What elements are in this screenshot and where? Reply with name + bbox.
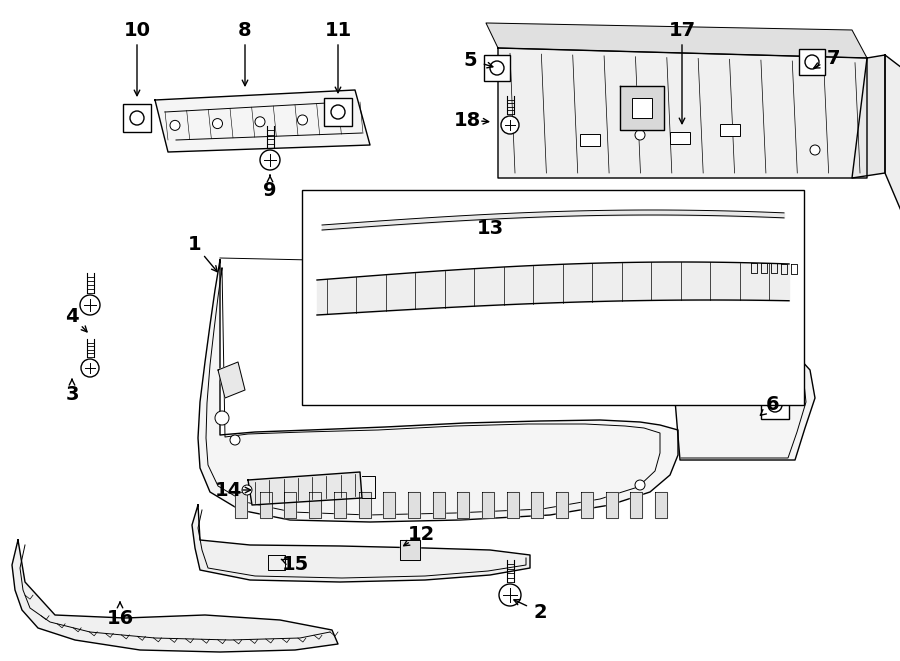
Text: 6: 6 xyxy=(766,395,779,414)
Bar xyxy=(632,98,652,118)
Bar xyxy=(484,55,510,81)
Circle shape xyxy=(212,118,222,129)
Polygon shape xyxy=(260,492,272,518)
Polygon shape xyxy=(507,492,518,518)
Polygon shape xyxy=(12,540,338,652)
Polygon shape xyxy=(334,492,346,518)
Bar xyxy=(324,98,352,126)
Circle shape xyxy=(810,145,820,155)
Polygon shape xyxy=(400,540,420,560)
Circle shape xyxy=(81,359,99,377)
Polygon shape xyxy=(852,55,885,178)
Text: 17: 17 xyxy=(669,20,696,40)
Bar xyxy=(720,124,740,136)
Circle shape xyxy=(635,130,645,140)
Polygon shape xyxy=(630,492,643,518)
Circle shape xyxy=(230,435,240,445)
Text: 3: 3 xyxy=(65,385,79,405)
Bar xyxy=(670,132,690,144)
Circle shape xyxy=(170,120,180,130)
Circle shape xyxy=(298,115,308,125)
Text: 14: 14 xyxy=(214,481,241,500)
Bar xyxy=(799,49,825,75)
Polygon shape xyxy=(532,492,544,518)
Circle shape xyxy=(260,150,280,170)
Text: 8: 8 xyxy=(238,20,252,40)
Text: 12: 12 xyxy=(408,525,435,545)
Polygon shape xyxy=(192,505,530,582)
Polygon shape xyxy=(284,492,296,518)
Bar xyxy=(761,391,789,419)
Polygon shape xyxy=(482,492,494,518)
Polygon shape xyxy=(486,23,867,58)
Polygon shape xyxy=(457,492,470,518)
Circle shape xyxy=(501,116,519,134)
Text: 7: 7 xyxy=(826,48,840,67)
Text: 9: 9 xyxy=(263,180,277,200)
Bar xyxy=(123,104,151,132)
Polygon shape xyxy=(408,492,420,518)
Polygon shape xyxy=(620,86,664,130)
Text: 13: 13 xyxy=(476,219,504,237)
Circle shape xyxy=(340,113,350,123)
Text: 15: 15 xyxy=(282,555,309,574)
Circle shape xyxy=(490,61,504,75)
Circle shape xyxy=(255,117,265,127)
Text: 11: 11 xyxy=(324,20,352,40)
Text: 18: 18 xyxy=(454,110,481,130)
Polygon shape xyxy=(498,48,867,178)
Circle shape xyxy=(805,55,819,69)
Circle shape xyxy=(215,411,229,425)
Polygon shape xyxy=(556,492,568,518)
Circle shape xyxy=(768,398,782,412)
Circle shape xyxy=(242,485,252,495)
Polygon shape xyxy=(309,492,321,518)
Polygon shape xyxy=(580,492,593,518)
Circle shape xyxy=(331,105,345,119)
Circle shape xyxy=(80,295,100,315)
Text: 2: 2 xyxy=(533,602,547,621)
Polygon shape xyxy=(248,472,362,505)
Text: 1: 1 xyxy=(188,235,202,254)
Polygon shape xyxy=(433,492,445,518)
Text: 5: 5 xyxy=(464,50,477,69)
Circle shape xyxy=(499,584,521,606)
Polygon shape xyxy=(885,55,900,213)
Polygon shape xyxy=(358,492,371,518)
Circle shape xyxy=(130,111,144,125)
Bar xyxy=(302,190,804,405)
Polygon shape xyxy=(606,492,617,518)
Circle shape xyxy=(635,480,645,490)
Polygon shape xyxy=(218,362,245,398)
Text: 10: 10 xyxy=(123,20,150,40)
Polygon shape xyxy=(383,492,395,518)
Polygon shape xyxy=(235,492,247,518)
Polygon shape xyxy=(655,492,667,518)
Text: 16: 16 xyxy=(106,609,133,627)
Polygon shape xyxy=(198,260,678,522)
Text: 4: 4 xyxy=(65,307,79,325)
Polygon shape xyxy=(155,90,370,152)
Bar xyxy=(580,134,600,146)
Polygon shape xyxy=(670,325,815,460)
